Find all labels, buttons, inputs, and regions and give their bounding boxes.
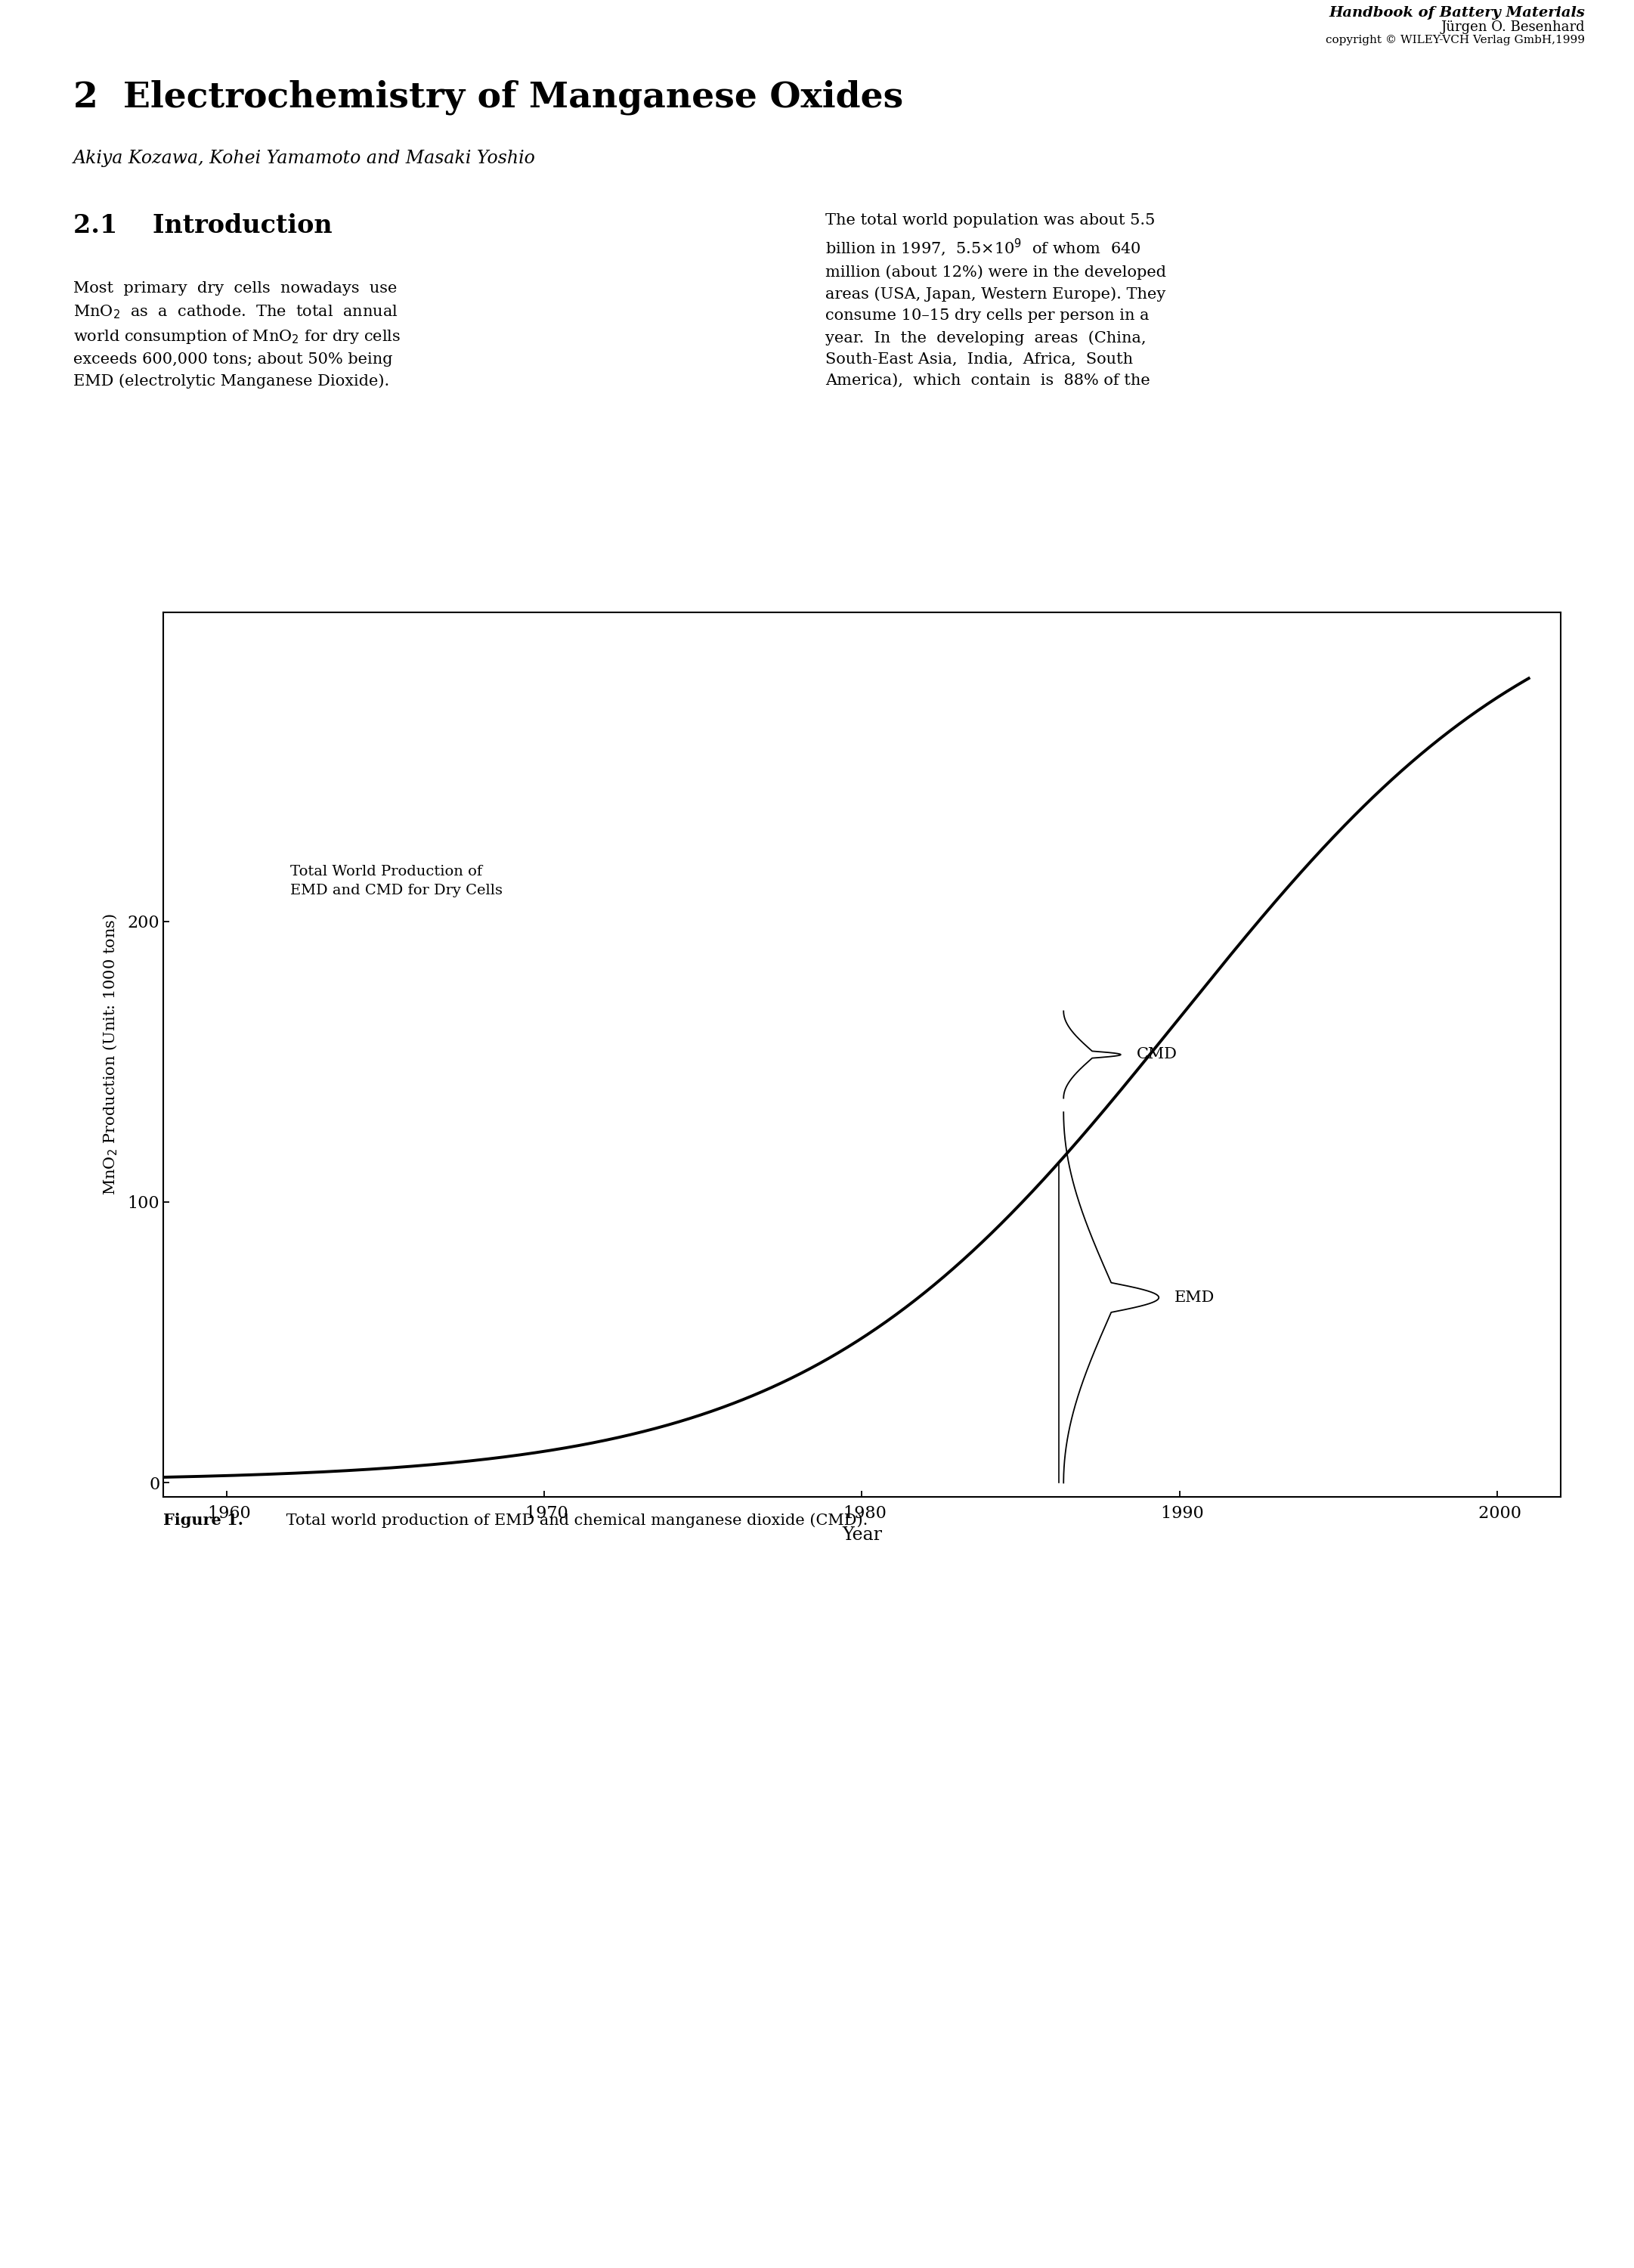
Text: 2.1    Introduction: 2.1 Introduction	[74, 213, 332, 238]
Text: 2  Electrochemistry of Manganese Oxides: 2 Electrochemistry of Manganese Oxides	[74, 79, 904, 113]
Text: CMD: CMD	[1137, 1048, 1178, 1061]
Text: Handbook of Battery Materials: Handbook of Battery Materials	[1328, 7, 1585, 20]
Text: Akiya Kozawa, Kohei Yamamoto and Masaki Yoshio: Akiya Kozawa, Kohei Yamamoto and Masaki …	[74, 150, 536, 168]
Text: Figure 1.: Figure 1.	[163, 1513, 243, 1529]
Text: Jürgen O. Besenhard: Jürgen O. Besenhard	[1441, 20, 1585, 34]
Text: The total world population was about 5.5
billion in 1997,  5.5×10$^9$  of whom  : The total world population was about 5.5…	[825, 213, 1167, 388]
Text: copyright © WILEY-VCH Verlag GmbH,1999: copyright © WILEY-VCH Verlag GmbH,1999	[1325, 34, 1585, 45]
Text: Total World Production of
EMD and CMD for Dry Cells: Total World Production of EMD and CMD fo…	[291, 864, 503, 898]
Text: Most  primary  dry  cells  nowadays  use
MnO$_2$  as  a  cathode.  The  total  a: Most primary dry cells nowadays use MnO$…	[74, 281, 400, 388]
Text: EMD: EMD	[1175, 1290, 1216, 1304]
Y-axis label: MnO$_2$ Production (Unit: 1000 tons): MnO$_2$ Production (Unit: 1000 tons)	[101, 914, 119, 1195]
X-axis label: Year: Year	[842, 1526, 882, 1545]
Text: Total world production of EMD and chemical manganese dioxide (CMD).: Total world production of EMD and chemic…	[281, 1513, 868, 1529]
